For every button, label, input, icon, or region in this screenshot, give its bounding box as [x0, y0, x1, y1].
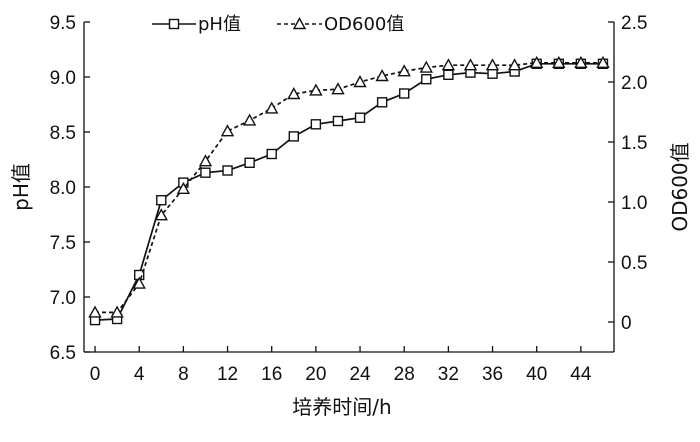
point-od600: [198, 154, 213, 167]
x-axis-title: 培养时间/h: [292, 395, 391, 419]
y-left-tick-label: 8.5: [50, 123, 76, 144]
point-ph: [399, 88, 410, 99]
x-tick-label: 32: [438, 364, 459, 385]
point-od600: [530, 55, 544, 69]
point-od600: [596, 55, 610, 69]
legend-ph-label: pH值: [198, 14, 241, 35]
point-ph: [310, 119, 322, 130]
point-od600: [265, 101, 279, 114]
y-axis-left-title: pH值: [9, 163, 33, 211]
point-od600: [441, 58, 456, 71]
point-od600: [485, 58, 500, 71]
y-right-tick-label: 2.5: [621, 13, 647, 34]
y-left-tick-label: 8.0: [50, 178, 76, 199]
y-left-tick-label: 9.0: [50, 68, 76, 89]
point-ph: [421, 73, 432, 85]
x-tick-label: 40: [526, 364, 547, 385]
point-od600: [552, 55, 566, 69]
legend-od-label: OD600值: [324, 14, 404, 35]
point-ph: [266, 148, 277, 160]
x-tick-label: 12: [217, 364, 238, 385]
point-od600: [154, 208, 168, 221]
x-tick-label: 8: [178, 364, 189, 385]
point-od600: [507, 58, 522, 71]
point-ph: [156, 194, 167, 206]
legend-od-marker: [292, 17, 307, 30]
point-ph: [332, 115, 344, 127]
x-tick-label: 24: [349, 364, 371, 385]
y-right-tick-label: 1.0: [621, 193, 647, 214]
y-axis-right-title: OD600值: [668, 142, 692, 231]
point-ph: [288, 131, 299, 142]
point-od600: [309, 83, 323, 96]
legend-ph-marker: [168, 18, 180, 30]
point-ph: [354, 112, 366, 123]
point-ph: [443, 69, 454, 81]
x-tick-label: 20: [305, 364, 326, 385]
point-od600: [242, 113, 257, 126]
point-od600: [132, 276, 146, 289]
y-left-tick-label: 6.5: [50, 343, 76, 364]
axes: 0 4 8 12 16 20 24 28 32 36 40 44 6.5 7.0 7.5 8.0 8.5 9.0 9…: [50, 13, 648, 385]
x-tick-label: 16: [261, 364, 282, 385]
point-od600: [331, 82, 345, 95]
series-line-od600: [95, 61, 603, 314]
y-right-tick-label: 1.5: [621, 133, 647, 154]
point-od600: [88, 305, 102, 318]
x-tick-label: 44: [570, 364, 592, 385]
point-ph: [200, 167, 211, 178]
x-tick-label: 0: [90, 364, 101, 385]
point-od600: [176, 181, 191, 195]
y-left-tick-label: 9.5: [50, 13, 76, 34]
y-right-tick-label: 0: [621, 313, 632, 334]
point-od600: [287, 87, 301, 100]
x-tick-label: 36: [482, 364, 503, 385]
y-left-tick-label: 7.5: [50, 233, 76, 254]
point-ph: [376, 97, 388, 108]
point-od600: [574, 55, 588, 69]
point-ph: [222, 165, 233, 176]
x-tick-label: 28: [394, 364, 415, 385]
point-od600: [419, 60, 433, 73]
point-od600: [463, 58, 478, 71]
x-tick-label: 4: [134, 364, 145, 385]
y-left-tick-label: 7.0: [50, 288, 76, 309]
point-od600: [110, 305, 124, 318]
legend: pH值 OD600值: [152, 14, 404, 35]
point-od600: [220, 124, 235, 137]
point-ph: [487, 68, 498, 79]
point-od600: [353, 75, 367, 88]
point-od600: [375, 69, 389, 82]
point-od600: [397, 64, 411, 77]
y-right-tick-label: 2.0: [621, 73, 647, 94]
y-right-tick-label: 0.5: [621, 253, 647, 274]
series-line-ph: [94, 62, 603, 321]
point-ph: [244, 157, 255, 169]
series-layer: [88, 55, 610, 326]
